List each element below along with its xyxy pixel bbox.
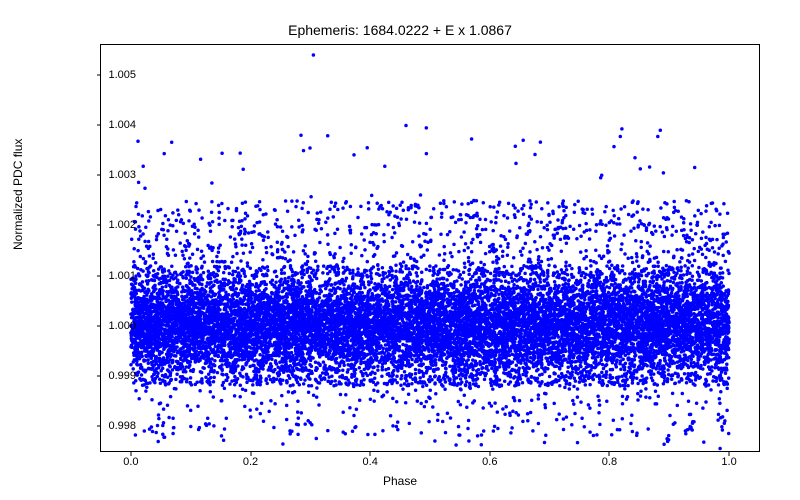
y-tick-mark — [97, 325, 101, 326]
y-tick-label: 0.998 — [86, 420, 136, 432]
chart-title: Ephemeris: 1684.0222 + E x 1.0867 — [0, 22, 800, 38]
x-tick-label: 0.6 — [482, 456, 497, 468]
x-axis-label: Phase — [0, 474, 800, 488]
y-tick-label: 1.002 — [86, 219, 136, 231]
x-tick-label: 0.8 — [602, 456, 617, 468]
y-tick-mark — [97, 175, 101, 176]
y-tick-mark — [97, 425, 101, 426]
y-tick-mark — [97, 225, 101, 226]
chart-container: Ephemeris: 1684.0222 + E x 1.0867 Normal… — [0, 0, 800, 500]
x-tick-label: 0.0 — [123, 456, 138, 468]
x-tick-label: 1.0 — [721, 456, 736, 468]
y-tick-label: 1.003 — [86, 169, 136, 181]
y-tick-label: 1.000 — [86, 320, 136, 332]
y-tick-label: 1.005 — [86, 69, 136, 81]
y-tick-mark — [97, 125, 101, 126]
y-tick-mark — [97, 375, 101, 376]
y-tick-label: 1.001 — [86, 270, 136, 282]
x-tick-mark — [609, 452, 610, 456]
y-tick-mark — [97, 275, 101, 276]
y-tick-label: 1.004 — [86, 119, 136, 131]
y-tick-label: 0.999 — [86, 370, 136, 382]
x-tick-mark — [729, 452, 730, 456]
x-tick-label: 0.4 — [363, 456, 378, 468]
plot-area — [100, 44, 760, 452]
x-tick-mark — [489, 452, 490, 456]
x-tick-mark — [130, 452, 131, 456]
x-tick-label: 0.2 — [243, 456, 258, 468]
scatter-plot — [101, 45, 759, 451]
y-tick-mark — [97, 75, 101, 76]
x-tick-mark — [250, 452, 251, 456]
x-tick-mark — [370, 452, 371, 456]
y-axis-label: Normalized PDC flux — [11, 139, 25, 250]
